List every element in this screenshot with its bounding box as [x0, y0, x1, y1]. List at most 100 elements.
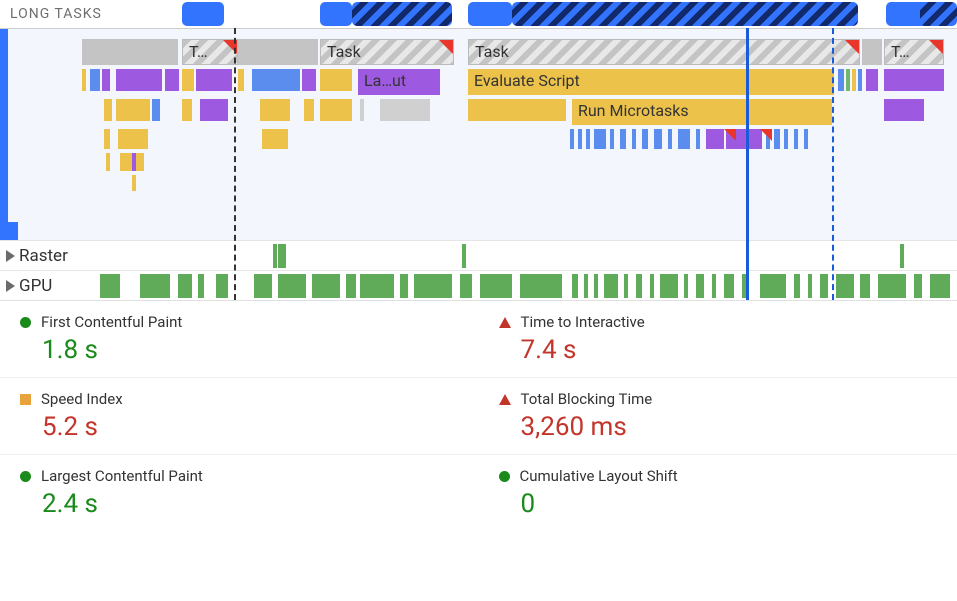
long-task-block[interactable]: [468, 2, 512, 26]
gpu-block[interactable]: [414, 274, 452, 298]
raster-block[interactable]: [900, 244, 904, 268]
gpu-block[interactable]: [836, 274, 854, 298]
flame-tick[interactable]: [196, 69, 232, 91]
flame-tick[interactable]: [152, 99, 160, 121]
gpu-block[interactable]: [460, 274, 472, 298]
gpu-track[interactable]: [0, 274, 957, 298]
flame-tick[interactable]: [182, 99, 192, 121]
flame-tick[interactable]: [320, 69, 352, 91]
flame-tick[interactable]: [846, 69, 850, 91]
raster-block[interactable]: [462, 244, 466, 268]
long-task-block[interactable]: [512, 2, 858, 26]
gpu-block[interactable]: [360, 274, 394, 298]
flame-tick[interactable]: [642, 129, 648, 149]
flame-tick[interactable]: [654, 129, 662, 149]
flame-tick[interactable]: [578, 129, 582, 149]
gpu-block[interactable]: [636, 274, 642, 298]
task-bar[interactable]: Task: [320, 39, 454, 65]
flame-tick[interactable]: [106, 153, 110, 171]
gpu-block[interactable]: [930, 274, 950, 298]
metric-item[interactable]: Cumulative Layout Shift0: [479, 454, 957, 531]
gpu-block[interactable]: [604, 274, 618, 298]
flame-tick[interactable]: [116, 69, 162, 91]
flame-tick[interactable]: [132, 175, 136, 191]
metric-item[interactable]: Largest Contentful Paint2.4 s: [0, 454, 479, 531]
flame-tick[interactable]: [858, 69, 862, 91]
flame-tick[interactable]: [262, 129, 288, 149]
gpu-block[interactable]: [808, 274, 812, 298]
gpu-block[interactable]: [140, 274, 170, 298]
long-tasks-track[interactable]: [0, 2, 957, 26]
flame-tick[interactable]: [104, 129, 110, 149]
flame-tick[interactable]: [182, 69, 194, 91]
gpu-block[interactable]: [100, 274, 120, 298]
flame-tick[interactable]: [804, 129, 808, 149]
gpu-block[interactable]: [650, 274, 654, 298]
gpu-block[interactable]: [712, 274, 716, 298]
gpu-block[interactable]: [480, 274, 512, 298]
flame-tick[interactable]: [104, 99, 112, 121]
gpu-block[interactable]: [660, 274, 678, 298]
flame-tick[interactable]: [620, 129, 626, 149]
gpu-block[interactable]: [572, 274, 578, 298]
flame-tick[interactable]: [200, 99, 228, 121]
flame-tick[interactable]: [302, 69, 316, 91]
flame-tick[interactable]: [116, 99, 150, 121]
gpu-block[interactable]: [624, 274, 628, 298]
task-bar[interactable]: T…: [884, 39, 944, 65]
flame-tick[interactable]: [610, 129, 614, 149]
task-bar[interactable]: T…: [182, 39, 238, 65]
flame-tick[interactable]: [884, 99, 924, 121]
flame-tick[interactable]: [838, 69, 844, 91]
flame-tick[interactable]: [594, 129, 606, 149]
flame-tick[interactable]: [260, 99, 290, 121]
flame-bar[interactable]: [238, 39, 318, 65]
gpu-block[interactable]: [684, 274, 688, 298]
flame-tick[interactable]: [118, 129, 148, 149]
metric-item[interactable]: First Contentful Paint1.8 s: [0, 301, 479, 377]
flame-tick[interactable]: [774, 129, 780, 149]
gpu-block[interactable]: [794, 274, 800, 298]
gpu-block[interactable]: [696, 274, 704, 298]
long-task-block[interactable]: [920, 2, 957, 26]
flame-tick[interactable]: [706, 129, 724, 149]
gpu-block[interactable]: [278, 274, 306, 298]
metric-item[interactable]: Time to Interactive7.4 s: [479, 301, 957, 377]
flame-tick[interactable]: [304, 99, 314, 121]
flame-tick[interactable]: [852, 69, 856, 91]
gpu-block[interactable]: [198, 274, 204, 298]
flame-bar[interactable]: [862, 39, 882, 65]
gpu-block[interactable]: [346, 274, 356, 298]
gpu-block[interactable]: [820, 274, 828, 298]
flame-tick[interactable]: [668, 129, 672, 149]
flame-bar[interactable]: [82, 39, 178, 65]
flame-tick[interactable]: [632, 129, 636, 149]
gpu-block[interactable]: [584, 274, 588, 298]
flame-tick[interactable]: [884, 69, 944, 91]
flame-tick[interactable]: [696, 129, 700, 149]
gpu-block[interactable]: [914, 274, 922, 298]
flame-tick[interactable]: [678, 129, 690, 149]
flame-tick[interactable]: [102, 69, 110, 91]
gpu-block[interactable]: [254, 274, 272, 298]
flame-tick[interactable]: [794, 129, 798, 149]
gpu-block[interactable]: [724, 274, 734, 298]
raster-track[interactable]: [0, 244, 957, 268]
raster-block[interactable]: [278, 244, 286, 268]
task-bar[interactable]: Task: [468, 39, 860, 65]
gpu-block[interactable]: [312, 274, 340, 298]
flame-tick[interactable]: [252, 69, 300, 91]
metric-item[interactable]: Speed Index5.2 s: [0, 377, 479, 454]
gpu-block[interactable]: [400, 274, 408, 298]
flame-tick[interactable]: [132, 153, 136, 171]
long-task-block[interactable]: [352, 2, 452, 26]
gpu-block[interactable]: [742, 274, 746, 298]
long-task-block[interactable]: [320, 2, 352, 26]
flame-tick[interactable]: [586, 129, 590, 149]
long-task-block[interactable]: [182, 2, 224, 26]
flame-tick[interactable]: [238, 69, 244, 91]
flame-tick[interactable]: [82, 69, 86, 91]
flame-tick[interactable]: [784, 129, 788, 149]
flame-tick[interactable]: [380, 99, 430, 121]
flame-chart[interactable]: T…TaskTaskT…Evaluate ScriptLa…utRun Micr…: [0, 28, 957, 240]
